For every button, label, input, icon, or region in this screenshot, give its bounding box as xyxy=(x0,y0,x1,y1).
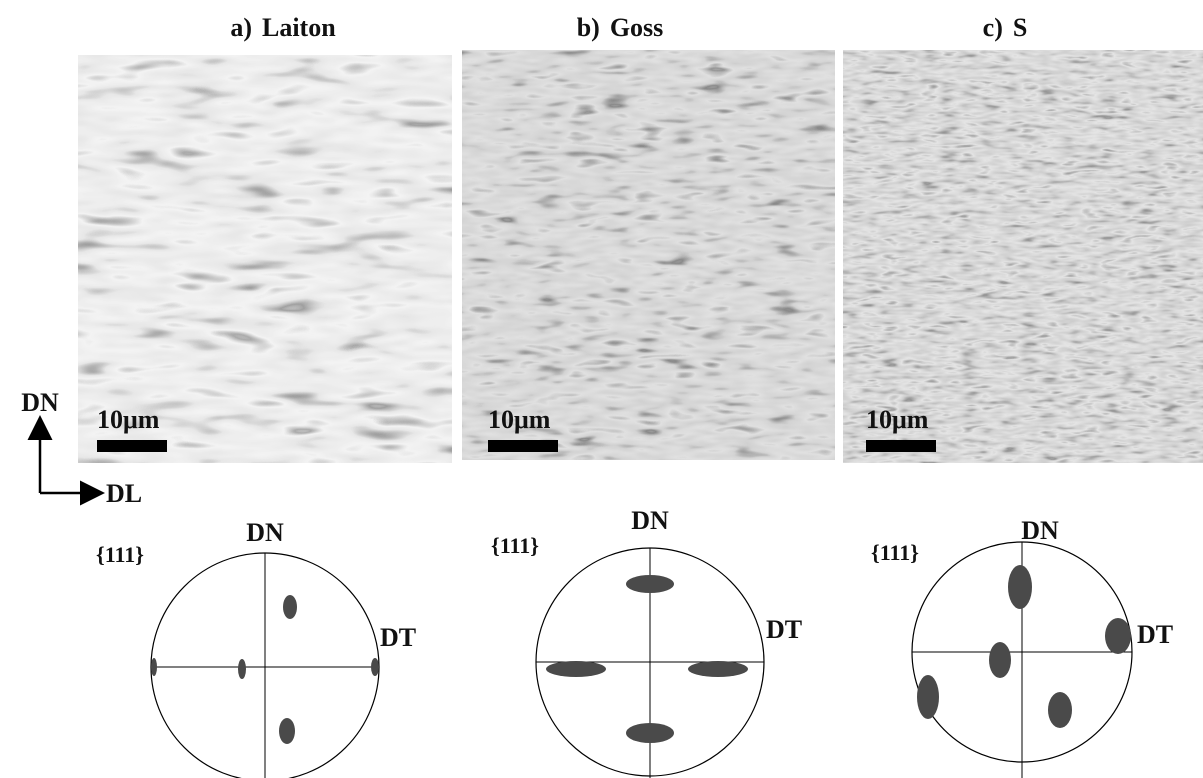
pole-figure xyxy=(150,552,380,778)
panel-label: c) xyxy=(983,13,1003,42)
scale-bar-label: 10μm xyxy=(488,405,551,434)
scale-bar xyxy=(866,440,936,452)
pole-plane: {111} xyxy=(491,533,539,558)
panel-title: c) S xyxy=(983,13,1028,42)
scale-bar xyxy=(488,440,558,452)
panel-label: b) xyxy=(577,13,600,42)
panel-name: S xyxy=(1013,13,1027,42)
pole-top-label: DN xyxy=(246,518,284,547)
panel-label: a) xyxy=(230,13,252,42)
axis-label: DL xyxy=(106,479,142,508)
pole-figure xyxy=(535,547,765,778)
pole-right-label: DT xyxy=(766,615,802,644)
scale-bar-label: 10μm xyxy=(866,405,929,434)
micrograph xyxy=(462,50,835,460)
micrograph xyxy=(78,55,452,463)
pole-right-label: DT xyxy=(380,623,416,652)
panel-title: a) Laiton xyxy=(230,13,336,42)
panel-name: Goss xyxy=(610,13,663,42)
pole-right-label: DT xyxy=(1137,620,1173,649)
pole-figure xyxy=(911,541,1133,778)
panel-title: b) Goss xyxy=(577,13,664,42)
axis-label: DN xyxy=(21,388,59,417)
pole-top-label: DN xyxy=(1021,516,1059,545)
pole-top-label: DN xyxy=(631,506,669,535)
micrograph xyxy=(843,50,1203,463)
pole-plane: {111} xyxy=(96,542,144,567)
scale-bar xyxy=(97,440,167,452)
panel-name: Laiton xyxy=(262,13,336,42)
pole-plane: {111} xyxy=(871,540,919,565)
scale-bar-label: 10μm xyxy=(97,405,160,434)
